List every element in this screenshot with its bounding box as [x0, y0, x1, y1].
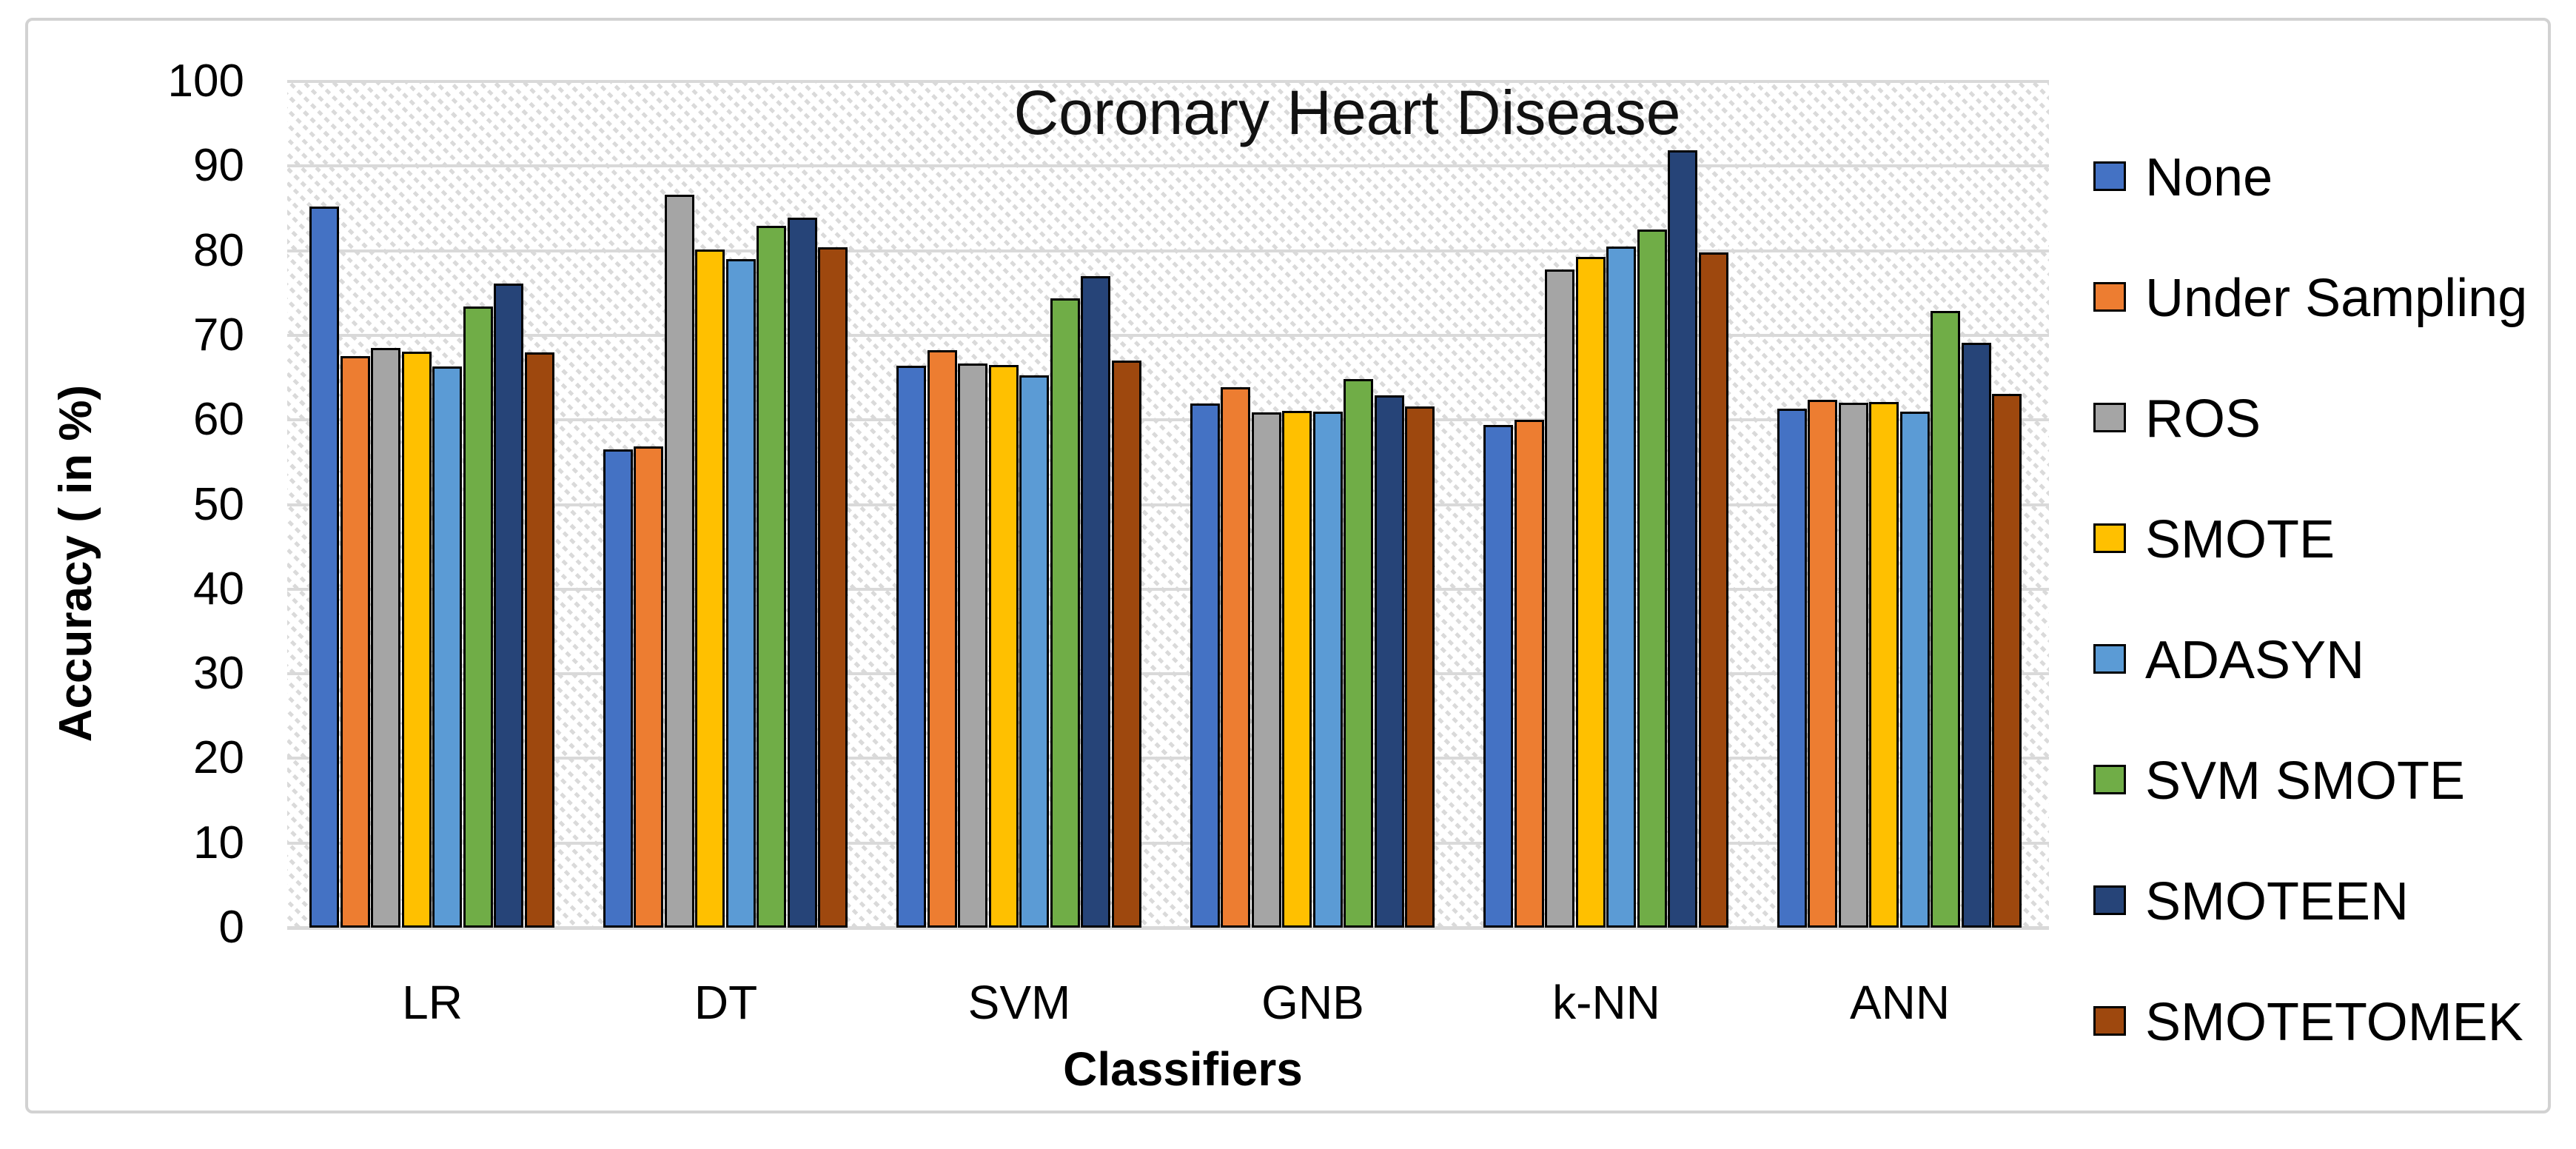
legend-label: SMOTEEN: [2145, 872, 2409, 931]
bar-GNB-smotetomek: [1405, 406, 1435, 928]
bar-GNB-svm-smote: [1344, 379, 1373, 928]
bar-SVM-smote: [988, 364, 1019, 928]
bar-LR-svm-smote: [463, 306, 493, 928]
legend-swatch-icon: [2093, 885, 2126, 915]
bar-GNB-under-sampling: [1221, 386, 1250, 928]
gridline-60: [287, 418, 2049, 422]
bar-ANN-smoteen: [1961, 343, 1991, 928]
bar-DT-under-sampling: [634, 446, 663, 928]
gridline-80: [287, 249, 2049, 252]
gridline-40: [287, 587, 2049, 591]
bar-DT-smote: [695, 249, 725, 928]
bar-LR-smoteen: [494, 284, 523, 928]
y-tick-label-60: 60: [193, 394, 244, 446]
bar-DT-smoteen: [787, 218, 817, 928]
legend-label: SMOTE: [2145, 510, 2335, 569]
x-category-label-k-NN: k-NN: [1552, 976, 1660, 1029]
bar-LR-none: [309, 207, 339, 928]
bar-LR-smote: [401, 351, 432, 928]
bar-k-NN-none: [1483, 425, 1513, 928]
x-category-label-LR: LR: [402, 976, 463, 1029]
bar-LR-smotetomek: [524, 352, 554, 928]
legend-label: None: [2145, 148, 2273, 207]
bar-GNB-none: [1190, 403, 1220, 928]
y-tick-label-100: 100: [167, 56, 244, 107]
bar-k-NN-smotetomek: [1698, 252, 1728, 928]
bar-SVM-ros: [958, 363, 987, 928]
gridline-100: [287, 80, 2049, 83]
legend-swatch-icon: [2093, 161, 2126, 191]
bar-SVM-smoteen: [1081, 275, 1110, 928]
legend-label: SVM SMOTE: [2145, 751, 2466, 811]
bar-ANN-ros: [1838, 403, 1868, 928]
bar-SVM-under-sampling: [927, 350, 957, 928]
bar-SVM-svm-smote: [1050, 298, 1080, 928]
gridline-30: [287, 672, 2049, 676]
legend-swatch-icon: [2093, 765, 2126, 794]
bar-SVM-none: [896, 366, 926, 928]
gridline-20: [287, 757, 2049, 760]
y-tick-label-0: 0: [218, 902, 244, 953]
legend-label: Under Sampling: [2145, 269, 2528, 328]
legend-swatch-icon: [2093, 1006, 2126, 1036]
gridline-90: [287, 164, 2049, 168]
bar-k-NN-smoteen: [1668, 150, 1697, 928]
bar-GNB-ros: [1251, 412, 1281, 928]
x-category-label-SVM: SVM: [967, 976, 1071, 1029]
bar-DT-adasyn: [725, 259, 756, 928]
y-tick-label-10: 10: [193, 817, 244, 868]
bar-k-NN-under-sampling: [1514, 420, 1544, 928]
y-tick-label-50: 50: [193, 478, 244, 530]
y-tick-label-20: 20: [193, 732, 244, 784]
bar-LR-ros: [371, 348, 400, 928]
bar-SVM-adasyn: [1019, 375, 1049, 928]
bar-SVM-smotetomek: [1111, 361, 1141, 928]
bar-DT-smotetomek: [818, 247, 848, 928]
y-axis-title: Accuracy ( in %): [50, 384, 101, 743]
bar-ANN-adasyn: [1899, 411, 1930, 928]
y-tick-label-80: 80: [193, 224, 244, 276]
bar-k-NN-svm-smote: [1637, 230, 1667, 928]
legend-swatch-icon: [2093, 403, 2126, 432]
bar-DT-none: [603, 449, 633, 928]
legend-label: SMOTETOMEK: [2145, 993, 2523, 1052]
y-tick-label-90: 90: [193, 140, 244, 192]
bar-ANN-none: [1777, 409, 1807, 928]
bar-k-NN-smote: [1575, 256, 1606, 928]
y-tick-label-70: 70: [193, 309, 244, 361]
y-tick-label-30: 30: [193, 648, 244, 700]
gridline-70: [287, 333, 2049, 337]
bar-LR-adasyn: [432, 366, 462, 928]
gridline-10: [287, 841, 2049, 845]
x-axis-title: Classifiers: [1063, 1042, 1303, 1096]
gridline-50: [287, 503, 2049, 506]
chart-title: Coronary Heart Disease: [1013, 78, 1681, 147]
bar-k-NN-ros: [1545, 269, 1574, 928]
x-category-label-ANN: ANN: [1849, 976, 1951, 1029]
bar-ANN-under-sampling: [1808, 399, 1837, 928]
legend-swatch-icon: [2093, 523, 2126, 553]
bar-GNB-smoteen: [1374, 395, 1404, 928]
bar-GNB-smote: [1282, 410, 1312, 928]
bar-LR-under-sampling: [340, 356, 370, 928]
y-tick-label-40: 40: [193, 563, 244, 614]
bar-k-NN-adasyn: [1606, 246, 1636, 928]
bar-DT-ros: [664, 195, 694, 928]
bar-ANN-smote: [1869, 402, 1899, 928]
bar-ANN-smotetomek: [1992, 393, 2022, 928]
x-category-label-GNB: GNB: [1261, 976, 1364, 1029]
legend-label: ROS: [2145, 389, 2261, 449]
x-category-label-DT: DT: [694, 976, 758, 1029]
legend-label: ADASYN: [2145, 631, 2365, 690]
bar-GNB-adasyn: [1312, 411, 1343, 928]
bar-DT-svm-smote: [757, 226, 786, 928]
gridline-0: [287, 926, 2049, 930]
bar-ANN-svm-smote: [1931, 310, 1960, 928]
legend-swatch-icon: [2093, 282, 2126, 312]
legend-swatch-icon: [2093, 644, 2126, 674]
